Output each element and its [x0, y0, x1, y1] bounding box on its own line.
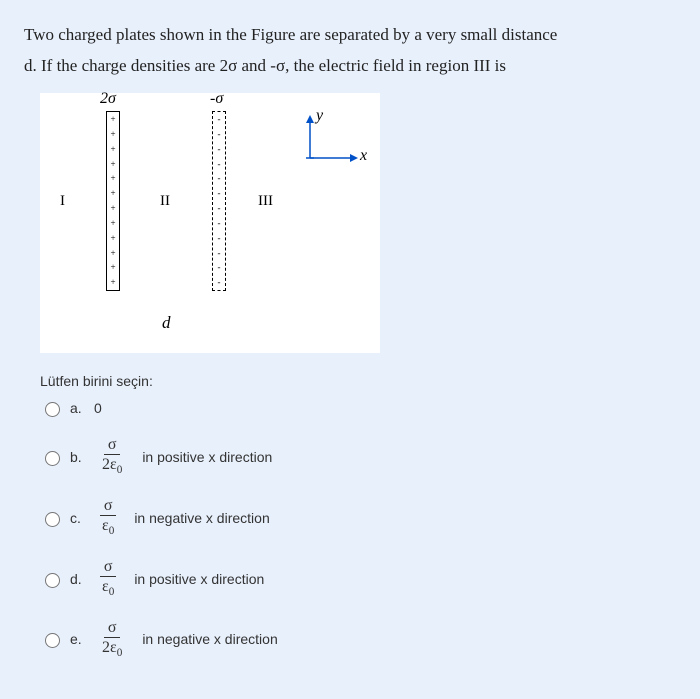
- minus-icon: -: [213, 234, 225, 243]
- negative-plate: - - - - - - - - - - - -: [212, 111, 226, 291]
- plus-icon: +: [107, 174, 119, 183]
- option-c[interactable]: c. σ ε0 in negative x direction: [40, 496, 676, 539]
- option-c-num: σ: [100, 496, 117, 516]
- coordinate-axes: y x: [300, 113, 370, 178]
- option-d-letter: d.: [70, 571, 94, 587]
- plus-icon: +: [107, 219, 119, 228]
- option-b-direction: in positive x direction: [142, 449, 272, 465]
- radio-b[interactable]: [45, 451, 60, 466]
- option-c-direction: in negative x direction: [134, 510, 269, 526]
- option-d-direction: in positive x direction: [134, 571, 264, 587]
- option-c-den: ε0: [98, 516, 118, 539]
- option-d-num: σ: [100, 557, 117, 577]
- plus-icon: +: [107, 145, 119, 154]
- option-b-fraction: σ 2ε0: [98, 435, 126, 478]
- option-a-text: 0: [94, 400, 102, 416]
- option-e-direction: in negative x direction: [142, 631, 277, 647]
- option-b[interactable]: b. σ 2ε0 in positive x direction: [40, 435, 676, 478]
- minus-icon: -: [213, 219, 225, 228]
- minus-icon: -: [213, 189, 225, 198]
- region-2-label: II: [160, 193, 170, 210]
- plus-icon: +: [107, 234, 119, 243]
- option-d-fraction: σ ε0: [98, 557, 118, 600]
- radio-c[interactable]: [45, 512, 60, 527]
- region-1-label: I: [60, 193, 65, 210]
- radio-e[interactable]: [45, 633, 60, 648]
- radio-d[interactable]: [45, 573, 60, 588]
- minus-icon: -: [213, 160, 225, 169]
- y-axis-label: y: [316, 107, 323, 125]
- option-b-letter: b.: [70, 449, 94, 465]
- option-e-letter: e.: [70, 631, 94, 647]
- plus-icon: +: [107, 263, 119, 272]
- distance-label: d: [162, 313, 171, 333]
- option-d[interactable]: d. σ ε0 in positive x direction: [40, 557, 676, 600]
- plus-icon: +: [107, 249, 119, 258]
- option-a[interactable]: a. 0: [40, 399, 676, 417]
- plus-icon: +: [107, 160, 119, 169]
- plus-icon: +: [107, 189, 119, 198]
- option-c-letter: c.: [70, 510, 94, 526]
- option-c-fraction: σ ε0: [98, 496, 118, 539]
- option-e[interactable]: e. σ 2ε0 in negative x direction: [40, 618, 676, 661]
- radio-a[interactable]: [45, 402, 60, 417]
- minus-icon: -: [213, 130, 225, 139]
- plus-icon: +: [107, 278, 119, 287]
- plus-icon: +: [107, 130, 119, 139]
- region-3-label: III: [258, 193, 273, 210]
- minus-icon: -: [213, 174, 225, 183]
- plus-icon: +: [107, 115, 119, 124]
- figure: 2σ -σ + + + + + + + + + + + + - - - - - - - - - - - - I II III…: [40, 93, 380, 353]
- option-e-den: 2ε0: [98, 638, 126, 661]
- options-list: a. 0 b. σ 2ε0 in positive x direction c.…: [40, 399, 676, 661]
- minus-icon: -: [213, 204, 225, 213]
- positive-charges: + + + + + + + + + + + +: [107, 112, 119, 290]
- minus-icon: -: [213, 278, 225, 287]
- option-e-fraction: σ 2ε0: [98, 618, 126, 661]
- minus-icon: -: [213, 263, 225, 272]
- question-stem: Two charged plates shown in the Figure a…: [24, 20, 676, 81]
- minus-icon: -: [213, 115, 225, 124]
- option-a-letter: a.: [70, 400, 94, 416]
- option-b-num: σ: [104, 435, 121, 455]
- choice-prompt: Lütfen birini seçin:: [40, 373, 676, 389]
- sigma-positive-label: 2σ: [100, 90, 116, 108]
- positive-plate: + + + + + + + + + + + +: [106, 111, 120, 291]
- minus-icon: -: [213, 145, 225, 154]
- question-line2: d. If the charge densities are 2σ and -σ…: [24, 56, 506, 75]
- question-container: Two charged plates shown in the Figure a…: [0, 0, 700, 699]
- minus-icon: -: [213, 249, 225, 258]
- option-e-num: σ: [104, 618, 121, 638]
- option-b-den: 2ε0: [98, 455, 126, 478]
- negative-charges: - - - - - - - - - - - -: [213, 112, 225, 290]
- plus-icon: +: [107, 204, 119, 213]
- sigma-negative-label: -σ: [210, 90, 223, 108]
- x-axis-label: x: [360, 147, 367, 165]
- option-d-den: ε0: [98, 577, 118, 600]
- question-line1: Two charged plates shown in the Figure a…: [24, 25, 557, 44]
